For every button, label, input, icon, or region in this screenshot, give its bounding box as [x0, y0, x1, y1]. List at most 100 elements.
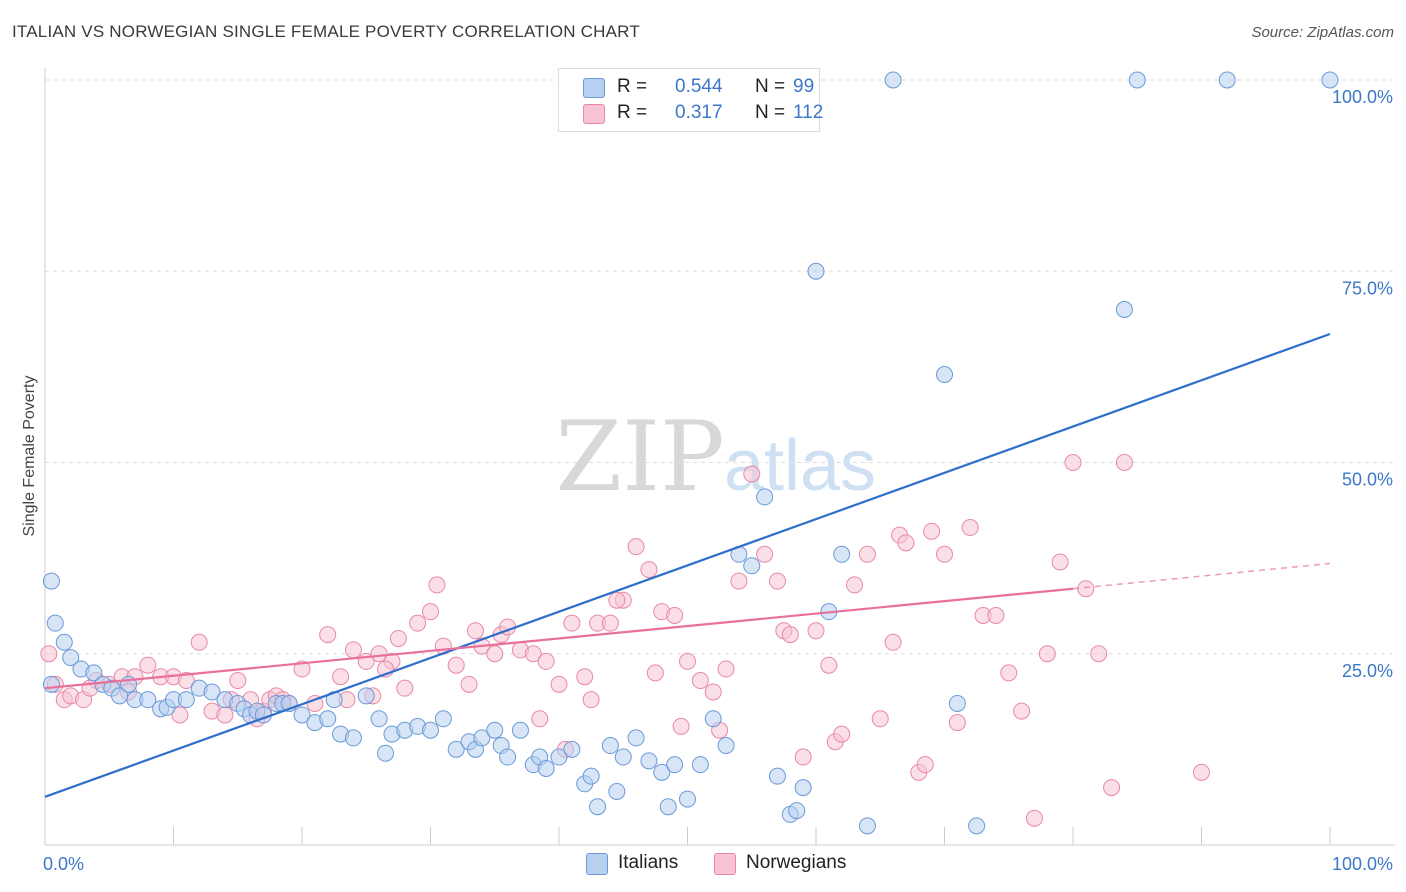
norwegians-point	[428, 576, 446, 594]
italians-point	[691, 756, 709, 774]
italians-point	[537, 760, 555, 777]
italians-point	[768, 767, 786, 785]
watermark-zip: ZIP	[555, 401, 724, 513]
norwegians-point	[563, 614, 581, 632]
italians-point	[884, 71, 902, 89]
norwegians-point	[1051, 553, 1069, 571]
norwegians-point	[422, 603, 439, 621]
y-tick-label: 50.0%	[1342, 470, 1393, 490]
norwegians-point	[1025, 809, 1043, 827]
norwegians-point	[1013, 702, 1031, 720]
italians-point	[377, 744, 395, 762]
norwegians-point	[871, 710, 889, 728]
norwegians-point	[936, 545, 953, 563]
norwegians-point	[1090, 645, 1108, 663]
norwegians-point	[216, 706, 234, 724]
italians-legend-swatch	[586, 853, 608, 875]
norwegians-point	[884, 633, 902, 651]
norwegians-point	[672, 717, 690, 735]
italians-r-label: R =	[617, 76, 648, 97]
italians-point	[659, 798, 677, 816]
norwegians-point	[1115, 454, 1133, 471]
norwegians-point	[987, 607, 1005, 624]
norwegians-point	[1193, 763, 1210, 781]
norwegians-point	[319, 626, 337, 644]
italians-point	[139, 691, 157, 709]
italians-point	[948, 694, 966, 712]
norwegians-point	[717, 660, 735, 678]
norwegians-point	[190, 633, 208, 651]
italians-swatch	[583, 78, 605, 98]
norwegians-point	[524, 645, 542, 663]
italians-point	[447, 740, 465, 758]
italians-point	[756, 488, 774, 506]
italians-point	[1321, 71, 1339, 89]
norwegians-point	[679, 652, 696, 670]
norwegians-point	[794, 748, 812, 766]
chart-title: ITALIAN VS NORWEGIAN SINGLE FEMALE POVER…	[12, 22, 640, 41]
italians-point	[679, 790, 696, 808]
norwegians-point	[370, 645, 388, 663]
norwegians-point	[139, 656, 157, 674]
italians-point	[1115, 301, 1133, 318]
italians-point	[968, 817, 986, 835]
italians-point	[511, 721, 529, 739]
norwegians-point	[608, 591, 626, 609]
norwegians-point	[833, 725, 851, 743]
norwegians-point	[846, 576, 864, 594]
norwegians-point	[691, 672, 709, 690]
italians-point	[550, 748, 568, 766]
norwegians-r-label: R =	[617, 102, 648, 123]
norwegians-legend-label: Norwegians	[746, 852, 847, 873]
norwegians-point	[171, 706, 189, 724]
norwegians-point	[486, 645, 504, 663]
norwegians-point	[601, 614, 619, 632]
italians-point	[653, 763, 671, 781]
italians-point	[486, 721, 504, 739]
norwegians-trend-line	[44, 587, 1074, 690]
italians-point	[936, 366, 953, 384]
italians-point	[589, 798, 607, 816]
norwegians-point	[332, 668, 350, 686]
italians-point	[203, 683, 221, 701]
norwegians-point	[640, 561, 658, 579]
italians-point	[46, 614, 64, 632]
italians-point	[788, 802, 806, 820]
italians-point	[177, 691, 195, 709]
italians-point	[85, 664, 103, 682]
y-tick-label: 100.0%	[1332, 87, 1393, 107]
norwegians-r-value: 0.317	[675, 102, 723, 123]
norwegians-point	[807, 622, 825, 640]
y-tick-label: 75.0%	[1342, 278, 1393, 298]
norwegians-point	[466, 622, 484, 640]
italians-point	[319, 710, 337, 728]
norwegians-point	[537, 652, 555, 670]
watermark-atlas: atlas	[724, 426, 876, 506]
norwegians-trend-extension	[1072, 562, 1331, 590]
correlation-legend: R = 0.544 N = 99 R = 0.317 N = 112	[558, 68, 823, 132]
italians-point	[42, 675, 60, 693]
italians-r-value: 0.544	[675, 76, 723, 97]
norwegians-point	[40, 645, 58, 663]
norwegians-swatch	[583, 104, 605, 124]
italians-point	[344, 729, 362, 747]
norwegians-point	[389, 629, 407, 647]
italians-point	[42, 572, 60, 590]
norwegians-point	[897, 534, 915, 552]
norwegians-point	[344, 641, 362, 659]
norwegians-point	[666, 607, 684, 624]
norwegians-point	[948, 714, 966, 732]
norwegians-point	[1077, 580, 1095, 598]
norwegians-point	[1038, 645, 1056, 663]
norwegians-point	[743, 465, 761, 483]
italians-point	[499, 748, 517, 766]
norwegians-point	[704, 683, 722, 701]
italians-point	[293, 706, 311, 724]
italians-point	[833, 545, 851, 563]
y-tick-label: 25.0%	[1342, 661, 1393, 681]
italians-legend-label: Italians	[618, 852, 679, 873]
norwegians-point	[447, 656, 465, 674]
norwegians-point	[531, 710, 549, 728]
italians-point	[434, 710, 452, 728]
norwegians-point	[923, 522, 941, 540]
